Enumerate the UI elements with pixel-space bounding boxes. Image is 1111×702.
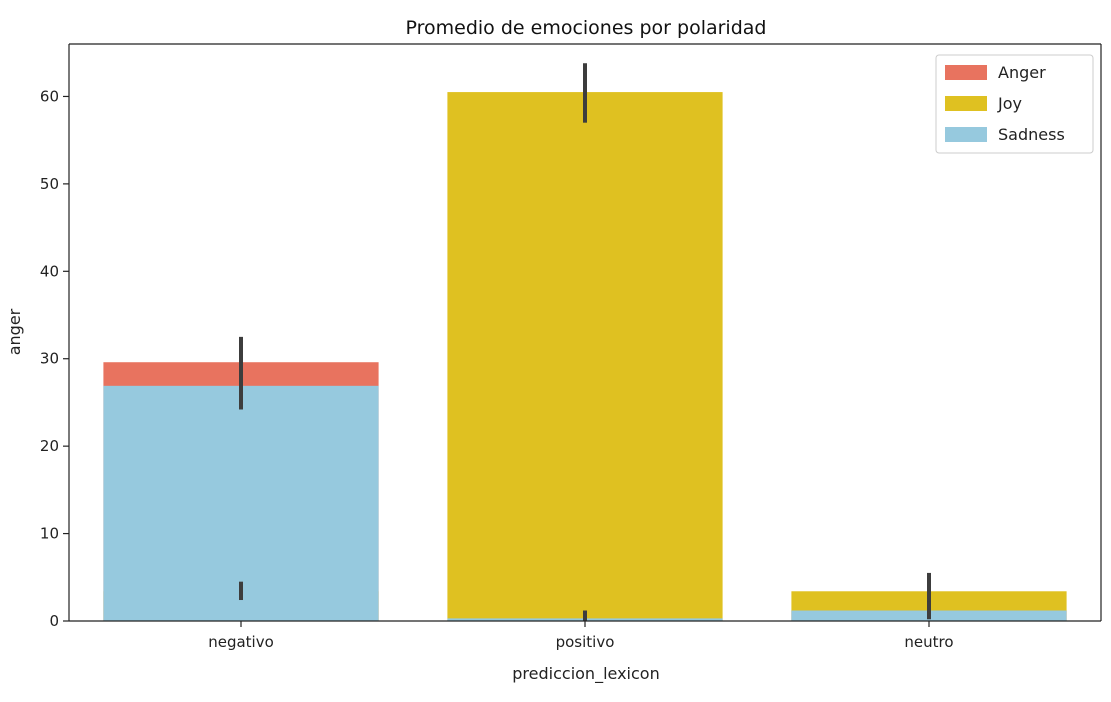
y-tick-label-40: 40	[40, 262, 59, 280]
y-tick-label-0: 0	[49, 612, 59, 630]
x-tick-label-negativo: negativo	[208, 633, 274, 651]
y-tick-label-30: 30	[40, 350, 59, 368]
error-bars-layer	[239, 63, 931, 621]
y-tick-label-20: 20	[40, 437, 59, 455]
x-tick-label-neutro: neutro	[904, 633, 953, 651]
legend-label-anger: Anger	[998, 63, 1046, 82]
legend-label-joy: Joy	[997, 94, 1022, 113]
legend-swatch-anger	[945, 65, 987, 80]
x-tick-label-positivo: positivo	[556, 633, 615, 651]
axes-layer: 0 10 20 30 40 50 60 negativo positivo neutro	[40, 43, 1102, 651]
y-tick-label-10: 10	[40, 525, 59, 543]
legend-swatch-sadness	[945, 127, 987, 142]
y-axis-label: anger	[5, 308, 24, 355]
chart-title: Promedio de emociones por polaridad	[406, 17, 767, 39]
x-axis-label: prediccion_lexicon	[512, 664, 659, 684]
legend: Anger Joy Sadness	[935, 54, 1094, 154]
legend-swatch-joy	[945, 96, 987, 111]
y-tick-label-60: 60	[40, 87, 59, 105]
y-tick-label-50: 50	[40, 175, 59, 193]
legend-label-sadness: Sadness	[998, 125, 1065, 144]
bars-layer	[103, 92, 1067, 622]
bar-joy-positivo	[447, 92, 723, 622]
